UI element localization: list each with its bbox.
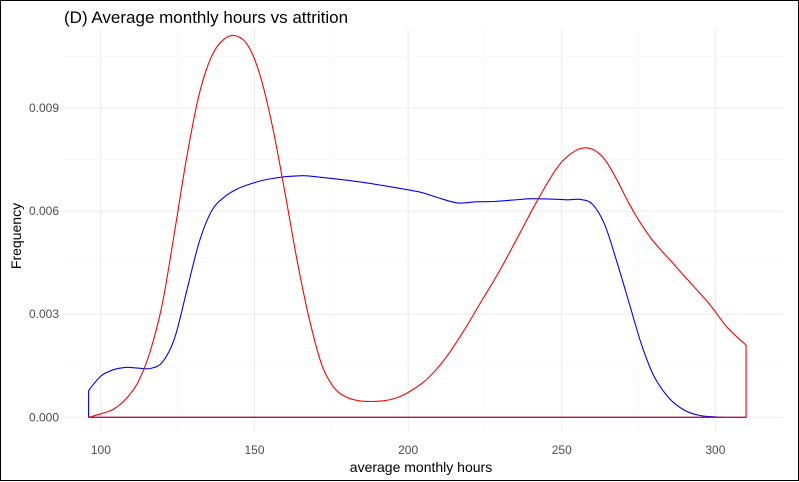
- y-axis-ticks: 0.000 0.003 0.006 0.009: [29, 101, 59, 424]
- x-tick-label: 250: [552, 443, 572, 457]
- grid: [64, 29, 783, 431]
- y-tick-label: 0.000: [29, 410, 59, 424]
- density-series-1: [88, 34, 747, 418]
- series-layer: [88, 34, 747, 418]
- x-tick-label: 200: [398, 443, 418, 457]
- x-tick-label: 100: [91, 443, 111, 457]
- x-axis-title: average monthly hours: [350, 459, 492, 475]
- x-tick-label: 300: [705, 443, 725, 457]
- x-tick-label: 150: [244, 443, 264, 457]
- x-axis-ticks: 100 150 200 250 300: [91, 443, 726, 457]
- density-series-0: [88, 175, 747, 418]
- y-axis-title: Frequency: [8, 203, 24, 269]
- chart-title: (D) Average monthly hours vs attrition: [64, 8, 348, 27]
- y-tick-label: 0.006: [29, 204, 59, 218]
- y-tick-label: 0.009: [29, 101, 59, 115]
- y-tick-label: 0.003: [29, 307, 59, 321]
